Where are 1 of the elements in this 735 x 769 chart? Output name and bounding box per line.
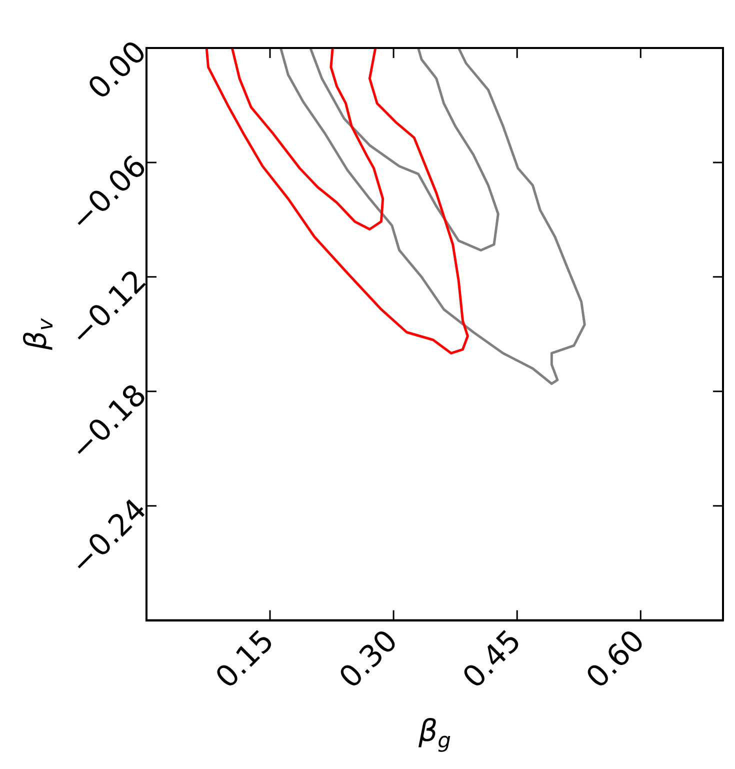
y-axis-title: βv: [18, 318, 58, 351]
